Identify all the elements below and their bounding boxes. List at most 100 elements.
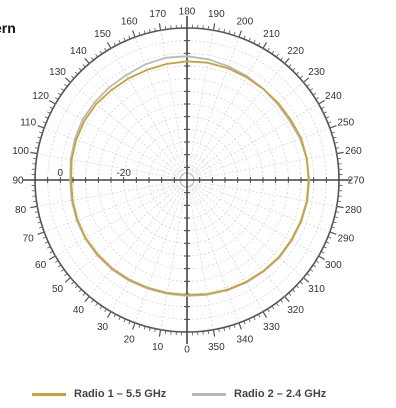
legend-swatch-radio-1: [32, 392, 66, 396]
degree-tick: [57, 264, 62, 268]
degree-tick: [143, 326, 146, 330]
degree-tick: [333, 221, 337, 224]
degree-tick: [276, 302, 279, 307]
degree-tick: [30, 205, 38, 209]
degree-tick: [284, 296, 290, 303]
angle-label: 330: [263, 322, 280, 333]
degree-tick: [296, 71, 300, 75]
legend-label-radio-2: Radio 2 – 2.4 GHz: [234, 388, 327, 400]
grid-spoke: [190, 184, 285, 297]
degree-tick: [82, 64, 86, 68]
angle-label: 180: [179, 7, 196, 18]
degree-tick: [267, 308, 270, 313]
degree-tick: [95, 302, 98, 307]
degree-tick: [128, 320, 131, 325]
degree-tick: [71, 75, 75, 79]
degree-tick: [315, 97, 320, 100]
degree-tick: [223, 327, 226, 331]
degree-tick: [306, 83, 310, 87]
degree-tick: [228, 326, 231, 330]
angle-label: 140: [70, 46, 87, 57]
degree-tick: [334, 216, 338, 219]
degree-tick: [312, 92, 317, 96]
degree-tick: [118, 40, 121, 44]
angle-label: 30: [97, 322, 109, 333]
grid-spoke: [134, 185, 186, 323]
grid-spoke: [110, 185, 185, 312]
angle-label: 60: [35, 260, 47, 271]
angle-label: 230: [308, 67, 325, 78]
degree-tick: [292, 67, 296, 71]
degree-tick: [84, 296, 90, 303]
degree-tick: [106, 42, 112, 49]
angle-label: 340: [236, 334, 253, 345]
legend-item-radio-2: Radio 2 – 2.4 GHz: [192, 388, 326, 400]
angle-label: 100: [12, 146, 29, 157]
grid-spoke: [189, 48, 264, 175]
degree-tick: [238, 30, 242, 38]
grid-spoke: [89, 184, 184, 297]
degree-tick: [212, 23, 216, 31]
degree-tick: [113, 42, 116, 46]
degree-tick: [248, 318, 251, 323]
grid-spoke: [187, 185, 214, 330]
grid-spoke: [134, 37, 186, 175]
degree-tick: [138, 324, 141, 329]
grid-spoke: [190, 63, 285, 176]
degree-tick: [64, 77, 71, 83]
degree-tick: [84, 57, 90, 64]
degree-tick: [138, 31, 141, 36]
degree-tick: [336, 205, 344, 209]
grid-spoke: [37, 180, 182, 207]
angle-label: 220: [287, 46, 304, 57]
grid-spoke: [55, 182, 182, 257]
series-group: [69, 55, 311, 297]
degree-tick: [323, 246, 327, 249]
degree-tick: [113, 314, 116, 318]
angle-label: 90: [12, 176, 24, 187]
legend-label-radio-1: Radio 1 – 5.5 GHz: [74, 388, 167, 400]
angle-label: 280: [345, 205, 362, 216]
radial-label: -20: [116, 168, 131, 179]
angle-label: 160: [121, 17, 138, 28]
angle-label: 40: [73, 305, 85, 316]
degree-tick: [44, 116, 49, 119]
degree-tick: [315, 260, 320, 263]
degree-tick: [238, 322, 242, 330]
degree-tick: [280, 57, 284, 61]
degree-tick: [34, 147, 39, 149]
grid-spoke: [192, 181, 330, 233]
degree-tick: [104, 47, 107, 52]
degree-tick: [306, 273, 310, 277]
degree-tick: [132, 30, 136, 38]
degree-tick: [47, 246, 51, 249]
degree-tick: [90, 299, 94, 303]
degree-tick: [333, 136, 337, 139]
angle-labels: 0 10 20 30 40 50 60 70 80 90 100 110 120 130 140 150 160…: [12, 7, 365, 356]
angle-label: 210: [263, 29, 280, 40]
angle-label: 80: [15, 205, 27, 216]
grid-spoke: [188, 37, 240, 175]
polar-chart: 0 10 20 30 40 50 60 70 80 90 100 110 120 130 140 150 160…: [12, 7, 365, 356]
grid-spoke: [189, 185, 264, 312]
degree-tick: [158, 329, 162, 337]
angle-label: 310: [308, 284, 325, 295]
degree-tick: [327, 121, 332, 124]
degree-tick: [271, 50, 275, 55]
degree-tick: [271, 305, 275, 310]
degree-tick: [303, 277, 310, 283]
degree-tick: [143, 30, 146, 34]
degree-tick: [309, 88, 314, 91]
grid-spoke: [70, 82, 183, 177]
angle-label: 0: [184, 345, 190, 356]
degree-tick: [64, 273, 68, 277]
degree-tick: [106, 311, 112, 318]
degree-tick: [262, 311, 268, 318]
degree-tick: [299, 281, 303, 285]
degree-tick: [296, 285, 300, 289]
angle-label: 320: [287, 305, 304, 316]
degree-tick: [258, 42, 261, 46]
degree-tick: [60, 88, 65, 91]
angle-label: 120: [32, 91, 49, 102]
degree-tick: [280, 299, 284, 303]
